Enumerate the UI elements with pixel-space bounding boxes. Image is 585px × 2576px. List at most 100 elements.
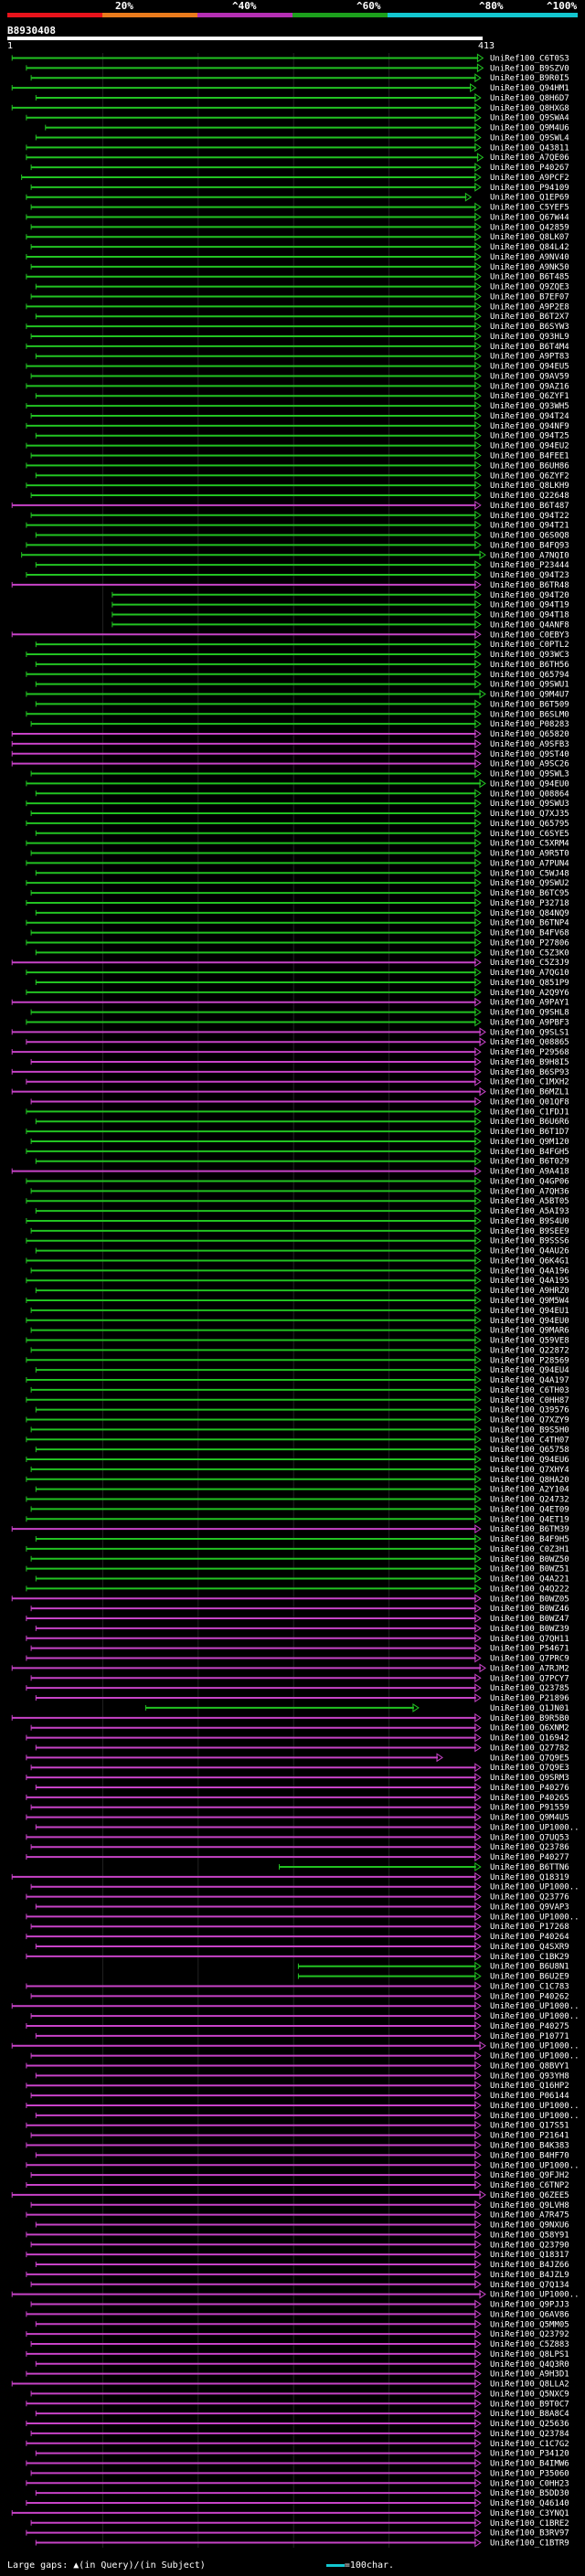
hit-row[interactable]: UniRef100_Q8HXG8 xyxy=(11,102,569,113)
hit-label[interactable]: UniRef100_Q4GP06 xyxy=(490,1177,569,1186)
hit-label[interactable]: UniRef100_Q93WC3 xyxy=(490,651,569,660)
hit-label[interactable]: UniRef100_A7R475 xyxy=(490,2211,569,2221)
hit-row[interactable]: UniRef100_P40265 xyxy=(26,1792,569,1803)
hit-row[interactable]: UniRef100_B4FQ93 xyxy=(26,540,569,550)
hit-label[interactable]: UniRef100_Q25636 xyxy=(490,2420,569,2429)
hit-label[interactable]: UniRef100_A2Y104 xyxy=(490,1486,569,1495)
hit-label[interactable]: UniRef100_B9R5B0 xyxy=(490,1714,569,1723)
hit-row[interactable]: UniRef100_Q5NXC9 xyxy=(30,2389,569,2399)
hit-label[interactable]: UniRef100_C5YEF5 xyxy=(490,204,569,213)
hit-row[interactable]: UniRef100_A9NV40 xyxy=(26,252,569,262)
hit-label[interactable]: UniRef100_Q7XZY9 xyxy=(490,1416,569,1426)
hit-label[interactable]: UniRef100_C0HH23 xyxy=(490,2479,569,2488)
hit-label[interactable]: UniRef100_Q8LK07 xyxy=(490,233,569,242)
hit-label[interactable]: UniRef100_Q4A221 xyxy=(490,1575,569,1585)
hit-row[interactable]: UniRef100_Q23790 xyxy=(30,2240,569,2250)
hit-label[interactable]: UniRef100_C1BTR9 xyxy=(490,2539,569,2548)
hit-label[interactable]: UniRef100_A2Q9Y6 xyxy=(490,989,569,998)
hit-label[interactable]: UniRef100_Q7Q9E3 xyxy=(490,1764,569,1773)
hit-label[interactable]: UniRef100_B6U2E9 xyxy=(490,1973,569,1982)
hit-label[interactable]: UniRef100_Q94EU0 xyxy=(490,1317,569,1326)
hit-label[interactable]: UniRef100_Q94T22 xyxy=(490,512,569,521)
hit-label[interactable]: UniRef100_Q9SWA4 xyxy=(490,114,569,123)
hit-label[interactable]: UniRef100_Q9SLS1 xyxy=(490,1028,569,1037)
hit-label[interactable]: UniRef100_Q851P9 xyxy=(490,979,569,988)
hit-row[interactable]: UniRef100_A9SC26 xyxy=(11,758,569,769)
hit-label[interactable]: UniRef100_C3YNQ1 xyxy=(490,2509,569,2518)
hit-label[interactable]: UniRef100_B6UH86 xyxy=(490,461,569,471)
hit-label[interactable]: UniRef100_Q93WH5 xyxy=(490,402,569,411)
hit-row[interactable]: UniRef100_Q22648 xyxy=(30,491,569,501)
hit-label[interactable]: UniRef100_Q8LLA2 xyxy=(490,2380,569,2390)
hit-label[interactable]: UniRef100_B6TNP4 xyxy=(490,919,569,928)
hit-row[interactable]: UniRef100_A9P2E8 xyxy=(26,302,569,312)
hit-label[interactable]: UniRef100_B5DD30 xyxy=(490,2489,569,2498)
hit-row[interactable]: UniRef100_Q58Y91 xyxy=(26,2230,569,2240)
hit-row[interactable]: UniRef100_B4FV68 xyxy=(30,928,569,938)
hit-row[interactable]: UniRef100_Q94T22 xyxy=(30,510,569,521)
hit-row[interactable]: UniRef100_Q7UQ53 xyxy=(26,1832,569,1842)
hit-label[interactable]: UniRef100_C1BK29 xyxy=(490,1953,569,1962)
hit-row[interactable]: UniRef100_A9A418 xyxy=(11,1166,569,1177)
hit-label[interactable]: UniRef100_A9SC26 xyxy=(490,760,569,769)
hit-label[interactable]: UniRef100_Q6ZYF1 xyxy=(490,392,569,401)
hit-row[interactable]: UniRef100_Q94T24 xyxy=(30,411,569,421)
hit-row[interactable]: UniRef100_UP1000.. xyxy=(30,2011,580,2021)
hit-row[interactable]: UniRef100_Q16HP2 xyxy=(26,2081,569,2091)
hit-row[interactable]: UniRef100_B6U2E9 xyxy=(297,1971,569,1982)
hit-row[interactable]: UniRef100_Q9M5W4 xyxy=(26,1296,569,1306)
hit-label[interactable]: UniRef100_P08283 xyxy=(490,720,569,729)
hit-row[interactable]: UniRef100_Q59VE8 xyxy=(26,1335,569,1346)
hit-row[interactable]: UniRef100_P10771 xyxy=(35,2030,569,2041)
hit-row[interactable]: UniRef100_Q9SHL8 xyxy=(30,1007,569,1018)
hit-row[interactable]: UniRef100_Q94EU6 xyxy=(26,1455,569,1465)
hit-row[interactable]: UniRef100_Q94T23 xyxy=(26,570,569,580)
hit-label[interactable]: UniRef100_B0WZ05 xyxy=(490,1595,569,1604)
hit-label[interactable]: UniRef100_Q4A195 xyxy=(490,1277,569,1286)
hit-row[interactable]: UniRef100_B9S4U0 xyxy=(26,1216,569,1226)
hit-label[interactable]: UniRef100_UP1000.. xyxy=(490,2102,580,2111)
hit-row[interactable]: UniRef100_P32718 xyxy=(26,898,569,908)
hit-label[interactable]: UniRef100_Q22872 xyxy=(490,1346,569,1355)
hit-label[interactable]: UniRef100_Q9SWU3 xyxy=(490,800,569,809)
hit-label[interactable]: UniRef100_Q84NQ9 xyxy=(490,909,569,918)
hit-label[interactable]: UniRef100_Q9AV59 xyxy=(490,372,569,381)
hit-row[interactable]: UniRef100_B6U6R6 xyxy=(35,1117,569,1127)
hit-row[interactable]: UniRef100_C6TNP2 xyxy=(26,2180,569,2190)
hit-row[interactable]: UniRef100_UP1000.. xyxy=(35,1822,580,1832)
hit-row[interactable]: UniRef100_Q4AU26 xyxy=(35,1246,569,1256)
hit-row[interactable]: UniRef100_Q6AV86 xyxy=(26,2309,569,2319)
hit-label[interactable]: UniRef100_Q7PRC9 xyxy=(490,1655,569,1664)
hit-label[interactable]: UniRef100_Q9MAR6 xyxy=(490,1327,569,1336)
hit-row[interactable]: UniRef100_A7R475 xyxy=(26,2210,569,2221)
hit-row[interactable]: UniRef100_C5Z3K0 xyxy=(35,948,569,958)
hit-row[interactable]: UniRef100_Q93YH8 xyxy=(35,2071,569,2081)
hit-row[interactable]: UniRef100_Q4GP06 xyxy=(26,1176,569,1186)
hit-label[interactable]: UniRef100_P40264 xyxy=(490,1933,569,1942)
hit-label[interactable]: UniRef100_Q18319 xyxy=(490,1873,569,1882)
hit-row[interactable]: UniRef100_Q4A197 xyxy=(26,1375,569,1385)
hit-row[interactable]: UniRef100_Q851P9 xyxy=(35,978,569,988)
hit-label[interactable]: UniRef100_B6T029 xyxy=(490,1158,569,1167)
hit-row[interactable]: UniRef100_Q93WH5 xyxy=(26,401,569,411)
hit-label[interactable]: UniRef100_C6TH03 xyxy=(490,1386,569,1395)
hit-label[interactable]: UniRef100_A7RJM2 xyxy=(490,1664,569,1673)
hit-row[interactable]: UniRef100_B6SP93 xyxy=(11,1066,569,1077)
hit-label[interactable]: UniRef100_B9S5H0 xyxy=(490,1426,569,1435)
hit-label[interactable]: UniRef100_B8A8C4 xyxy=(490,2410,569,2419)
hit-row[interactable]: UniRef100_P21641 xyxy=(30,2130,569,2141)
hit-row[interactable]: UniRef100_P40276 xyxy=(35,1783,569,1793)
hit-row[interactable]: UniRef100_Q84L42 xyxy=(30,242,569,252)
hit-label[interactable]: UniRef100_C0HH87 xyxy=(490,1396,569,1405)
hit-label[interactable]: UniRef100_Q7QH11 xyxy=(490,1635,569,1644)
hit-label[interactable]: UniRef100_Q6XNM2 xyxy=(490,1724,569,1733)
hit-label[interactable]: UniRef100_P94109 xyxy=(490,184,569,193)
hit-label[interactable]: UniRef100_B6T1D7 xyxy=(490,1128,569,1137)
hit-row[interactable]: UniRef100_B6TC95 xyxy=(30,888,569,898)
hit-label[interactable]: UniRef100_B6T485 xyxy=(490,273,569,282)
hit-row[interactable]: UniRef100_P40275 xyxy=(26,2021,569,2031)
hit-row[interactable]: UniRef100_Q7Q9E3 xyxy=(30,1763,569,1773)
hit-label[interactable]: UniRef100_Q24732 xyxy=(490,1496,569,1505)
hit-label[interactable]: UniRef100_B6TR48 xyxy=(490,581,569,590)
hit-label[interactable]: UniRef100_A9PAY1 xyxy=(490,999,569,1008)
